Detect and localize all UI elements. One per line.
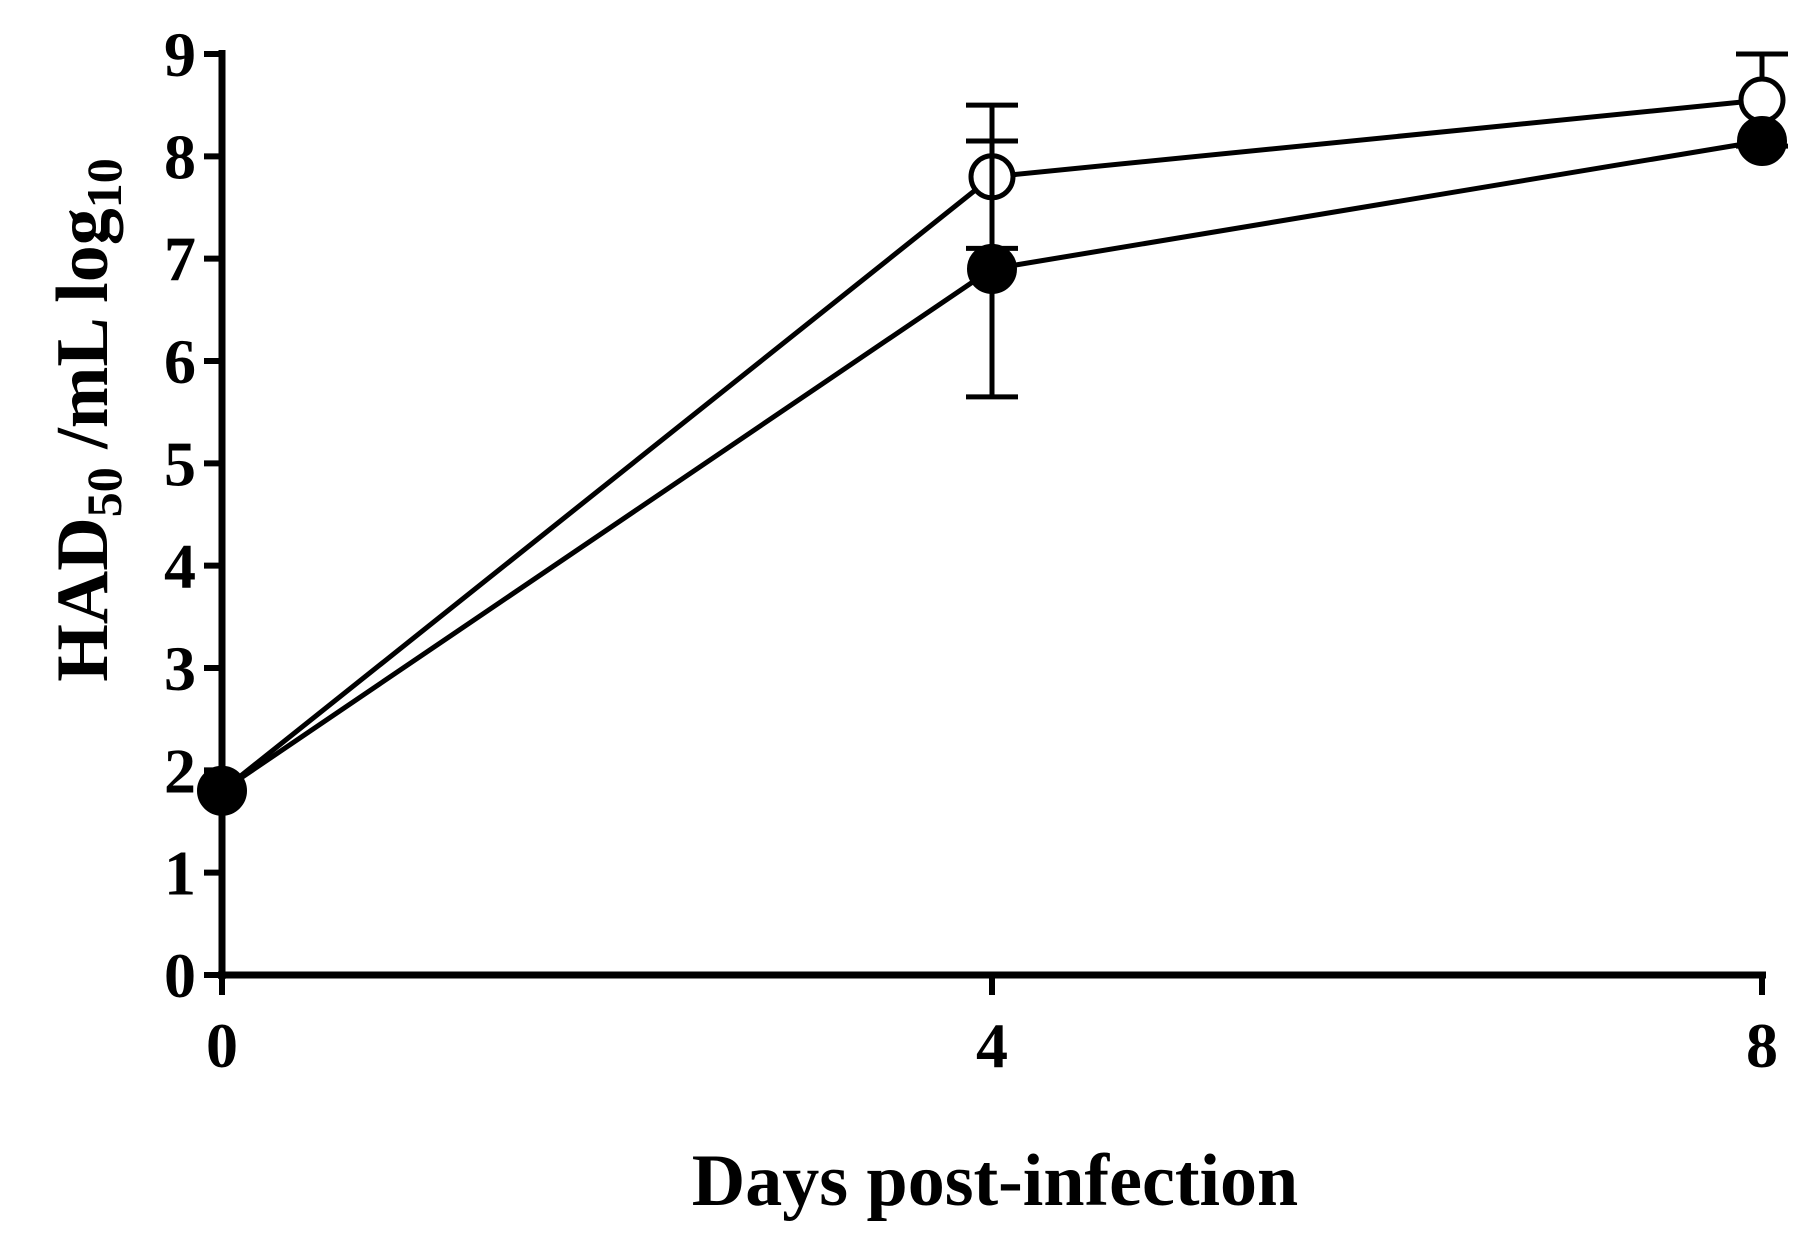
y-tick-label: 1 <box>164 838 196 909</box>
y-axis-title-unit: /mL log <box>42 208 124 467</box>
plot-area <box>197 51 1788 816</box>
y-axis-title-main: HAD <box>42 517 124 681</box>
y-tick-label: 9 <box>164 19 196 90</box>
data-point <box>1738 76 1786 124</box>
data-point <box>1737 115 1787 166</box>
y-axis-title-subscript: 50 <box>76 467 132 517</box>
y-axis-title-log-subscript: 10 <box>76 158 132 208</box>
series-filled-circle <box>197 115 1787 816</box>
x-axis-title: Days post-infection <box>692 1140 1298 1222</box>
x-tick-label: 8 <box>1746 1010 1778 1081</box>
y-tick-label: 0 <box>164 940 196 1011</box>
axes: 0 1 2 3 4 5 6 7 8 9 0 4 8 <box>164 19 1778 1081</box>
y-axis-title: HAD50 /mL log10 <box>42 158 132 682</box>
y-tick-label: 5 <box>164 428 196 499</box>
data-point <box>967 243 1017 294</box>
y-tick-label: 7 <box>164 224 196 295</box>
y-tick-label: 6 <box>164 326 196 397</box>
axis-labels: Days post-infection HAD50 /mL log10 <box>42 158 1298 1222</box>
y-tick-label: 4 <box>164 531 196 602</box>
data-point <box>197 765 247 816</box>
x-tick-label: 4 <box>976 1010 1008 1081</box>
x-tick-label: 0 <box>206 1010 238 1081</box>
y-tick-label: 3 <box>164 633 196 704</box>
y-tick-label: 8 <box>164 121 196 192</box>
y-tick-label: 2 <box>164 735 196 806</box>
